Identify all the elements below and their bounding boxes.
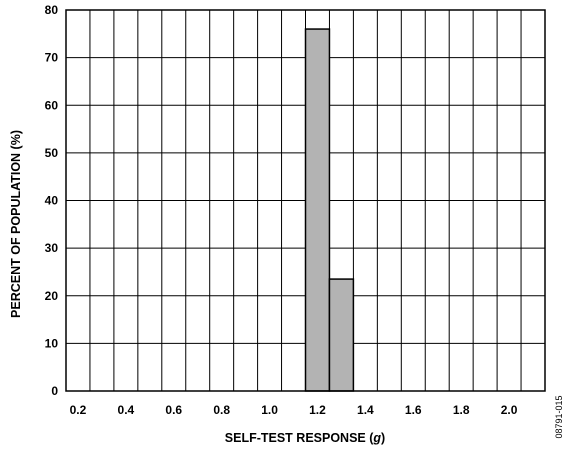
x-axis-title-main: SELF-TEST RESPONSE ( xyxy=(225,431,374,445)
x-tick-label: 0.8 xyxy=(213,403,230,417)
y-tick-label: 0 xyxy=(51,384,58,398)
y-tick-label: 50 xyxy=(45,146,59,160)
x-axis-title: SELF-TEST RESPONSE (g) xyxy=(225,431,385,445)
y-tick-label: 10 xyxy=(45,336,59,350)
y-tick-label: 20 xyxy=(45,289,59,303)
y-tick-label: 60 xyxy=(45,98,59,112)
y-tick-label: 40 xyxy=(45,194,59,208)
plot-frame xyxy=(65,9,546,392)
y-tick-labels: 0 10 20 30 40 50 60 70 80 xyxy=(45,3,59,398)
x-tick-labels: 0.2 0.4 0.6 0.8 1.0 1.2 1.4 1.6 1.8 2.0 xyxy=(70,403,518,417)
x-tick-label: 0.2 xyxy=(70,403,87,417)
x-tick-label: 1.6 xyxy=(405,403,422,417)
x-tick-label: 1.0 xyxy=(261,403,278,417)
y-axis-title: PERCENT OF POPULATION (%) xyxy=(9,130,23,318)
histogram-bar xyxy=(304,28,331,392)
y-tick-label: 70 xyxy=(45,51,59,65)
x-tick-label: 1.8 xyxy=(453,403,470,417)
x-axis-title-unit: g xyxy=(372,431,381,445)
y-tick-label: 80 xyxy=(45,3,59,17)
x-tick-label: 2.0 xyxy=(501,403,518,417)
x-tick-label: 0.4 xyxy=(118,403,135,417)
x-tick-label: 0.6 xyxy=(165,403,182,417)
x-tick-label: 1.2 xyxy=(309,403,326,417)
x-axis-title-end: ) xyxy=(381,431,385,445)
histogram-bar xyxy=(328,278,355,392)
figure-id: 08791-015 xyxy=(554,395,564,438)
histogram-bars xyxy=(304,28,355,392)
y-tick-label: 30 xyxy=(45,241,59,255)
x-tick-label: 1.4 xyxy=(357,403,374,417)
